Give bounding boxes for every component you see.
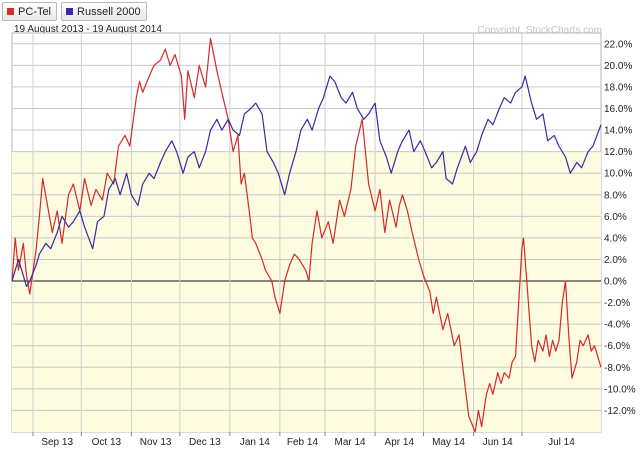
x-tick-label: Apr 14 bbox=[385, 437, 415, 448]
x-tick-label: May 14 bbox=[432, 437, 465, 448]
y-tick-label: -6.0% bbox=[604, 341, 630, 352]
y-tick-label: 12.0% bbox=[604, 147, 632, 158]
series-line-russell-2000 bbox=[11, 75, 602, 287]
x-tick-label: Oct 13 bbox=[92, 437, 122, 448]
legend-swatch-russell bbox=[66, 8, 74, 15]
legend-label-russell: Russell 2000 bbox=[77, 5, 141, 18]
x-tick-label: Nov 13 bbox=[140, 437, 172, 448]
x-tick-label: Jan 14 bbox=[240, 437, 270, 448]
x-tick-label: Feb 14 bbox=[287, 437, 319, 448]
y-tick-label: 2.0% bbox=[604, 255, 627, 266]
y-tick-label: 18.0% bbox=[604, 82, 632, 93]
y-tick-label: -4.0% bbox=[604, 320, 630, 331]
legend-item-russell[interactable]: Russell 2000 bbox=[61, 2, 147, 21]
y-tick-label: 16.0% bbox=[604, 104, 632, 115]
y-tick-label: 0.0% bbox=[604, 277, 627, 288]
y-tick-label: -8.0% bbox=[604, 363, 630, 374]
series-line-pc-tel bbox=[11, 37, 602, 433]
legend-item-pctel[interactable]: PC-Tel bbox=[2, 2, 58, 21]
plot-shading bbox=[12, 151, 601, 432]
y-tick-label: 10.0% bbox=[604, 169, 632, 180]
y-tick-label: 8.0% bbox=[604, 190, 627, 201]
y-tick-label: -12.0% bbox=[604, 406, 636, 417]
x-tick-label: Sep 13 bbox=[41, 437, 73, 448]
copyright-credit: Copyright, StockCharts.com bbox=[477, 25, 603, 36]
y-tick-label: 14.0% bbox=[604, 126, 632, 137]
y-tick-label: 20.0% bbox=[604, 61, 632, 72]
y-tick-label: -10.0% bbox=[604, 384, 636, 395]
legend: PC-Tel Russell 2000 bbox=[2, 2, 147, 21]
y-tick-label: 6.0% bbox=[604, 212, 627, 223]
y-tick-label: 22.0% bbox=[604, 39, 632, 50]
y-tick-label: 4.0% bbox=[604, 233, 627, 244]
x-tick-label: Jul 14 bbox=[548, 437, 575, 448]
chart-subtitle: 19 August 2013 - 19 August 2014 bbox=[14, 24, 162, 35]
legend-label-pctel: PC-Tel bbox=[18, 5, 52, 18]
x-tick-label: Jun 14 bbox=[483, 437, 513, 448]
legend-swatch-pctel bbox=[7, 8, 14, 15]
x-tick-label: Mar 14 bbox=[335, 437, 367, 448]
x-tick-label: Dec 13 bbox=[189, 437, 221, 448]
y-tick-label: -2.0% bbox=[604, 298, 630, 309]
